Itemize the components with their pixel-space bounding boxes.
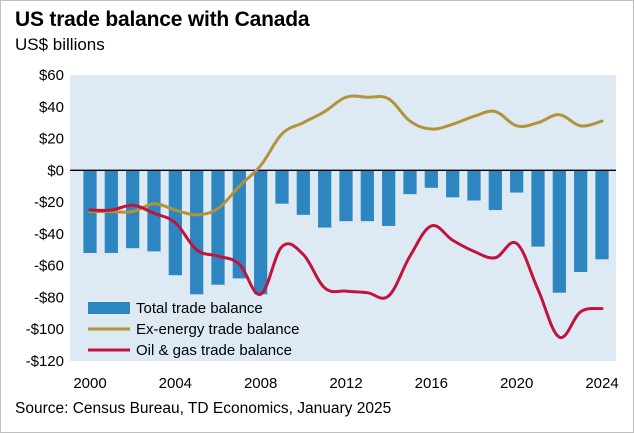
ex-energy-trade-balance-line bbox=[88, 94, 604, 217]
bar-2015 bbox=[403, 170, 417, 195]
x-axis: 2000 2004 2008 2012 2016 2020 2024 bbox=[73, 375, 618, 392]
bar-2012 bbox=[339, 170, 353, 222]
bar-2016 bbox=[424, 170, 438, 188]
bar-2006 bbox=[211, 170, 225, 285]
legend: Total trade balance Ex-energy trade balan… bbox=[88, 300, 299, 359]
y-tick-label: -$60 bbox=[34, 258, 64, 275]
x-tick-label: 2000 bbox=[73, 375, 106, 392]
bar-2002 bbox=[126, 170, 140, 249]
bar-2011 bbox=[318, 170, 332, 228]
legend-label: Ex-energy trade balance bbox=[136, 321, 299, 338]
bar-2017 bbox=[446, 170, 460, 198]
y-tick-label: -$40 bbox=[34, 226, 64, 243]
y-tick-label: $60 bbox=[39, 67, 64, 84]
bar-2018 bbox=[467, 170, 481, 201]
y-tick-label: $20 bbox=[39, 131, 64, 148]
oil-gas-trade-balance-line bbox=[88, 203, 604, 339]
bar-2021 bbox=[531, 170, 545, 247]
x-tick-label: 2012 bbox=[329, 375, 362, 392]
bar-2023 bbox=[574, 170, 588, 273]
legend-label: Total trade balance bbox=[136, 300, 263, 317]
chart-title: US trade balance with Canada bbox=[15, 8, 310, 31]
bar-2008 bbox=[254, 170, 268, 295]
bar-2009 bbox=[275, 170, 289, 204]
bar-2007 bbox=[232, 170, 246, 279]
y-tick-label: $0 bbox=[47, 162, 64, 179]
x-tick-label: 2016 bbox=[415, 375, 448, 392]
x-tick-label: 2024 bbox=[585, 375, 618, 392]
bar-2022 bbox=[552, 170, 566, 293]
legend-label: Oil & gas trade balance bbox=[136, 342, 292, 359]
y-tick-label: $40 bbox=[39, 99, 64, 116]
y-axis: $60 $40 $20 $0 -$20 -$40 -$60 -$80 -$100 -$120 bbox=[26, 67, 64, 370]
bar-series-total-trade-balance bbox=[83, 170, 609, 295]
chart-subtitle: US$ billions bbox=[15, 35, 105, 54]
x-tick-label: 2008 bbox=[244, 375, 277, 392]
x-tick-label: 2020 bbox=[500, 375, 533, 392]
legend-swatch-total bbox=[88, 302, 130, 314]
y-tick-label: -$120 bbox=[26, 353, 64, 370]
y-tick-label: -$100 bbox=[26, 321, 64, 338]
bar-2020 bbox=[510, 170, 524, 193]
bar-2010 bbox=[296, 170, 310, 215]
y-tick-label: -$80 bbox=[34, 289, 64, 306]
y-tick-label: -$20 bbox=[34, 194, 64, 211]
bar-2005 bbox=[190, 170, 204, 295]
bar-2003 bbox=[147, 170, 161, 252]
x-tick-label: 2004 bbox=[159, 375, 192, 392]
bar-2014 bbox=[382, 170, 396, 226]
bar-2013 bbox=[360, 170, 374, 222]
source-note: Source: Census Bureau, TD Economics, Jan… bbox=[15, 400, 392, 417]
bar-2024 bbox=[595, 170, 609, 260]
line-series bbox=[88, 94, 604, 339]
bar-2019 bbox=[488, 170, 502, 211]
